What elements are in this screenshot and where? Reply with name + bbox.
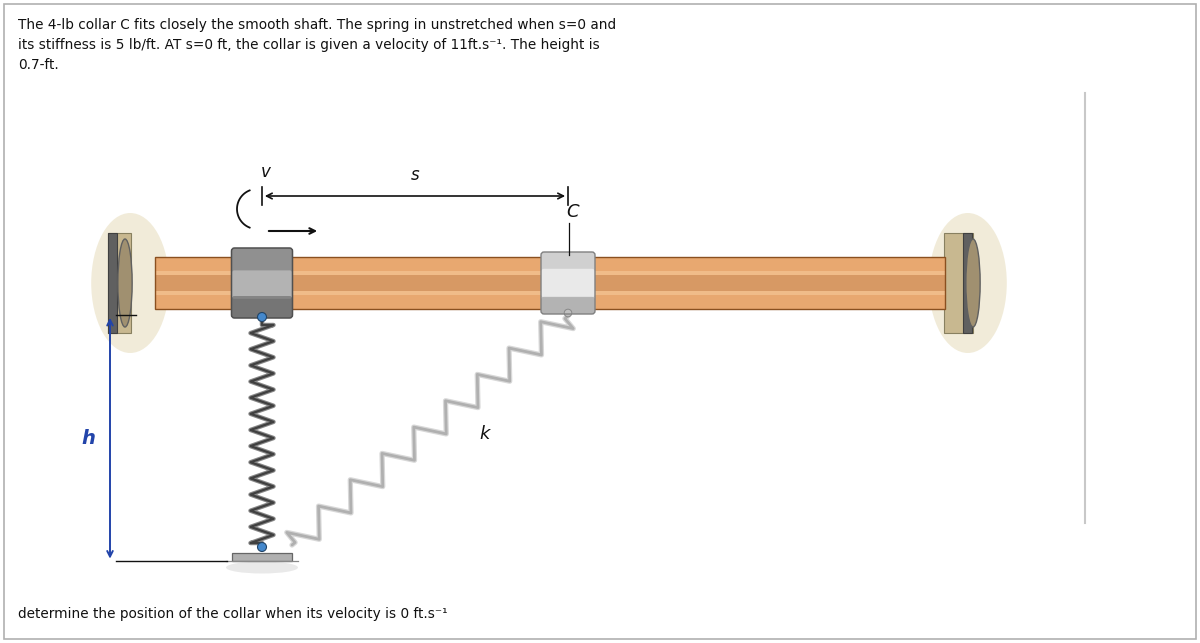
Text: C: C [566,203,580,221]
Circle shape [564,309,571,317]
FancyBboxPatch shape [155,271,946,294]
FancyBboxPatch shape [541,252,595,314]
Ellipse shape [226,561,298,574]
Text: The 4-lb collar C fits closely the smooth shaft. The spring in unstretched when : The 4-lb collar C fits closely the smoot… [18,18,616,72]
FancyBboxPatch shape [962,233,972,333]
FancyBboxPatch shape [541,269,595,297]
FancyBboxPatch shape [232,296,293,318]
Text: h: h [82,429,95,448]
FancyBboxPatch shape [232,248,293,318]
FancyBboxPatch shape [155,275,946,291]
Ellipse shape [91,213,169,353]
Ellipse shape [118,239,132,327]
FancyBboxPatch shape [541,297,595,314]
Text: v: v [262,163,271,181]
FancyBboxPatch shape [944,233,973,333]
FancyBboxPatch shape [155,257,946,309]
FancyBboxPatch shape [232,271,293,299]
Ellipse shape [966,239,980,327]
Circle shape [258,543,266,552]
FancyBboxPatch shape [108,233,131,333]
Ellipse shape [929,213,1007,353]
Text: determine the position of the collar when its velocity is 0 ft.s⁻¹: determine the position of the collar whe… [18,607,448,621]
FancyBboxPatch shape [232,553,292,561]
Circle shape [258,312,266,322]
Text: k: k [480,425,490,443]
Text: s: s [410,166,419,184]
FancyBboxPatch shape [108,233,118,333]
